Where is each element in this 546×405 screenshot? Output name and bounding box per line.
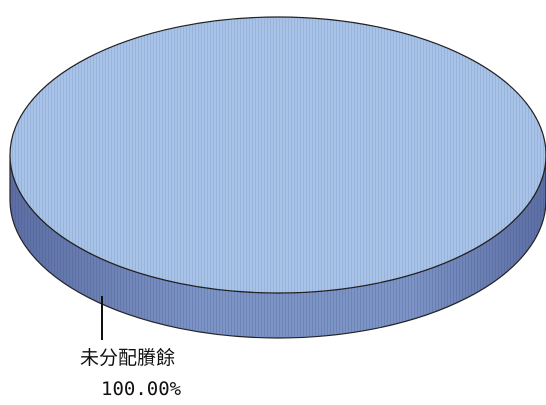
slice-value-label: 100.00%	[101, 378, 182, 400]
pie-slice-top	[9, 16, 546, 294]
slice-label: 未分配賸餘	[80, 347, 175, 369]
pie-slice-side-texture	[10, 155, 546, 338]
